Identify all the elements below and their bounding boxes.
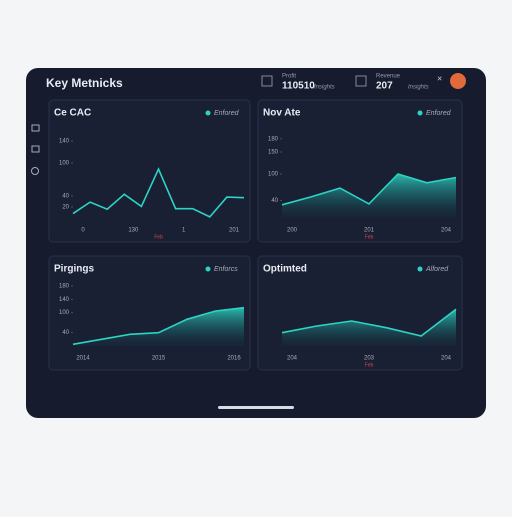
y-tick-label: 140 [59, 297, 70, 303]
x-tick-label: 204 [441, 356, 452, 362]
x-tick-label: 201 [229, 228, 240, 234]
x-tick-label: 1 [182, 228, 186, 234]
x-note: Feb [365, 234, 374, 240]
panel-title: Pirgings [54, 264, 94, 275]
y-tick-label: 20 [62, 205, 69, 211]
x-tick-label: 204 [441, 228, 452, 234]
y-tick-label: 40 [62, 194, 69, 200]
stat-note: Insights [314, 85, 335, 91]
panel-title: Optimted [263, 264, 307, 275]
y-tick-label: 100 [59, 310, 70, 316]
legend-dot [205, 110, 211, 116]
stat-value: 110510 [282, 81, 315, 92]
app-title: Key Metnicks [46, 76, 123, 90]
x-tick-label: 2015 [152, 356, 166, 362]
sidebar [31, 124, 40, 175]
x-tick-label: 201 [364, 228, 375, 234]
icon[interactable] [31, 145, 40, 153]
y-tick-label: 150 [268, 150, 279, 156]
panel [48, 99, 251, 243]
avatar[interactable] [450, 73, 466, 89]
line [281, 308, 457, 337]
area [282, 309, 456, 346]
y-tick-label: 40 [62, 330, 69, 336]
panel [257, 99, 463, 243]
x-tick-label: 203 [364, 356, 375, 362]
y-tick-label: 180 [268, 136, 279, 142]
icon[interactable] [31, 167, 39, 175]
legend-dot [205, 266, 211, 272]
y-tick-label: 140 [59, 139, 70, 145]
home-indicator [218, 406, 294, 409]
stat-icon [261, 75, 273, 87]
x-tick-label: 200 [287, 228, 298, 234]
legend-label: Alfored [425, 266, 449, 273]
line [281, 173, 457, 206]
area [73, 307, 244, 346]
x-tick-label: 0 [81, 228, 85, 234]
legend-dot [417, 110, 423, 116]
stat-label: Revenue [376, 74, 401, 80]
close-button[interactable]: × [437, 73, 442, 83]
area [282, 174, 456, 218]
y-tick-label: 180 [59, 284, 70, 290]
stat-note: Insights [408, 85, 429, 91]
line [72, 306, 245, 346]
panel-title: Nov Ate [263, 108, 301, 119]
icon[interactable] [31, 124, 40, 132]
y-tick-label: 100 [268, 172, 279, 178]
line [72, 167, 245, 218]
legend-label: Enforcs [214, 266, 238, 273]
x-note: Feb [365, 362, 374, 368]
panel-title: Ce CAC [54, 108, 91, 119]
x-tick-label: 204 [287, 356, 298, 362]
legend-label: Enfored [214, 110, 240, 117]
legend-dot [417, 266, 423, 272]
stat-label: Profit [282, 74, 296, 80]
stat-icon [355, 75, 367, 87]
x-tick-label: 130 [128, 228, 139, 234]
x-note: Feb [154, 234, 163, 240]
x-tick-label: 2016 [227, 356, 241, 362]
y-tick-label: 40 [271, 198, 278, 204]
y-tick-label: 100 [59, 161, 70, 167]
stat-value: 207 [376, 81, 393, 92]
x-tick-label: 2014 [76, 356, 90, 362]
legend-label: Enfored [426, 110, 452, 117]
